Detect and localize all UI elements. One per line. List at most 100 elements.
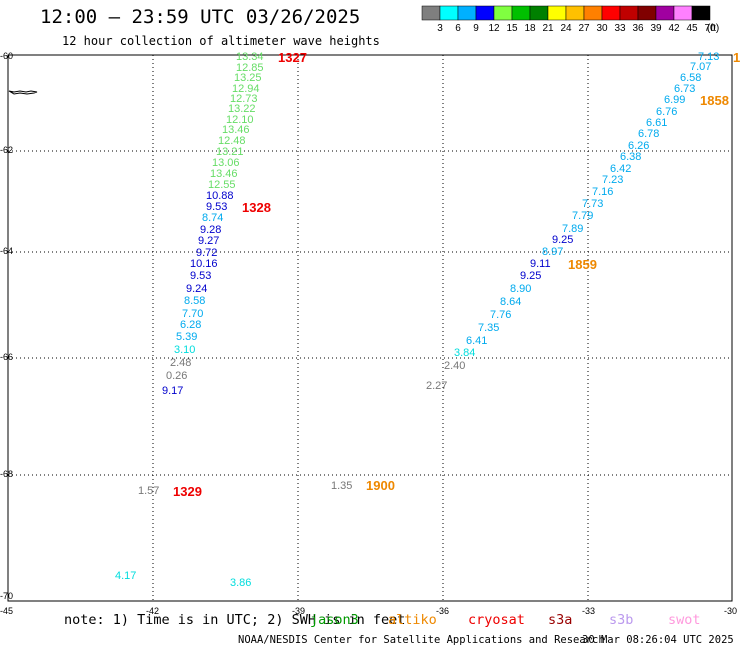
wave-height-label: 7.70 — [182, 308, 203, 320]
y-tick-label: -60 — [0, 51, 13, 61]
color-legend: 3 6 9 12 15 18 21 24 27 30 33 36 39 42 45 70(ft) — [421, 5, 719, 34]
pass-time-label: 1900 — [366, 478, 395, 493]
x-tick-label: -42 — [146, 606, 159, 616]
wave-height-label: 7.13 — [698, 51, 719, 63]
wave-height-label: 2.40 — [444, 360, 465, 372]
satellite-legend-s3a: s3a — [548, 612, 573, 628]
wave-height-label: 9.53 — [206, 201, 227, 213]
pass-time-label: 1 — [733, 50, 740, 65]
wave-height-label: 5.39 — [176, 331, 197, 343]
wave-height-label: 10.16 — [190, 258, 218, 270]
wave-height-label: 7.07 — [690, 61, 711, 73]
wave-height-label: 0.26 — [166, 370, 187, 382]
colorbar-swatch — [691, 5, 711, 21]
satellite-legend-cryosat: cryosat — [468, 612, 525, 628]
wave-height-label: 13.34 — [236, 51, 264, 63]
wave-height-label: 6.76 — [656, 106, 677, 118]
colorbar-label: 24 — [560, 23, 572, 34]
wave-height-label: 6.42 — [610, 163, 631, 175]
wave-height-label: 9.27 — [198, 235, 219, 247]
wave-height-label: 3.84 — [454, 347, 475, 359]
wave-height-label: 8.97 — [542, 246, 563, 258]
colorbar-label: 42 — [668, 23, 680, 34]
y-tick-label: -62 — [0, 145, 13, 155]
wave-height-label: 6.99 — [664, 94, 685, 106]
colorbar-label: 70 — [704, 23, 716, 34]
wave-height-label: 12.85 — [236, 62, 264, 74]
colorbar-label: 45 — [686, 23, 698, 34]
wave-height-label: 1.35 — [331, 480, 352, 492]
wave-height-label: 12.48 — [218, 135, 246, 147]
wave-height-label: 4.17 — [115, 570, 136, 582]
colorbar-label: 15 — [506, 23, 518, 34]
wave-height-label: 13.46 — [210, 168, 238, 180]
pass-time-label: 1859 — [568, 257, 597, 272]
x-tick-label: -30 — [724, 606, 737, 616]
colorbar-label: 27 — [578, 23, 590, 34]
wave-height-label: 3.86 — [230, 577, 251, 589]
wave-height-label: 7.23 — [602, 174, 623, 186]
wave-height-label: 9.25 — [520, 270, 541, 282]
colorbar-label: 9 — [473, 23, 479, 34]
wave-height-label: 8.74 — [202, 212, 223, 224]
wave-height-label: 1.57 — [138, 485, 159, 497]
footer-credit: NOAA/NESDIS Center for Satellite Applica… — [238, 634, 605, 646]
x-tick-label: -39 — [292, 606, 305, 616]
wave-height-label: 9.17 — [162, 385, 183, 397]
wave-height-label: 6.61 — [646, 117, 667, 129]
wave-height-label: 12.55 — [208, 179, 236, 191]
wave-height-label: 6.73 — [674, 83, 695, 95]
wave-height-label: 9.28 — [200, 224, 221, 236]
wave-height-label: 6.58 — [680, 72, 701, 84]
pass-time-label: 1858 — [700, 93, 729, 108]
wave-height-label: 12.10 — [226, 114, 254, 126]
wave-height-label: 13.22 — [228, 103, 256, 115]
y-tick-label: -70 — [0, 591, 13, 601]
wave-height-label: 8.64 — [500, 296, 521, 308]
x-tick-label: -33 — [582, 606, 595, 616]
wave-height-label: 12.73 — [230, 93, 258, 105]
wave-height-label: 13.21 — [216, 146, 244, 158]
wave-height-label: 8.58 — [184, 295, 205, 307]
axis-tick-labels: -45 -42 -39 -36 -33 -30 -60 -62 -64 -66 -68 -70 — [0, 51, 737, 616]
colorbar-label: 39 — [650, 23, 662, 34]
wave-height-label: 7.76 — [490, 309, 511, 321]
wave-height-label: 6.41 — [466, 335, 487, 347]
wave-height-label: 9.24 — [186, 283, 207, 295]
wave-height-label: 6.38 — [620, 151, 641, 163]
wave-height-label: 10.88 — [206, 190, 234, 202]
x-tick-label: -36 — [436, 606, 449, 616]
map-frame — [7, 54, 733, 602]
wave-height-label: 13.06 — [212, 157, 240, 169]
pass-time-labels: 1327 1328 1329 1858 1859 1900 1 — [173, 50, 740, 499]
wave-height-label: 7.89 — [562, 223, 583, 235]
satellite-legend-swot: swot — [668, 612, 701, 628]
y-tick-label: -68 — [0, 469, 13, 479]
y-tick-label: -66 — [0, 352, 13, 362]
wave-height-label: 12.94 — [232, 83, 260, 95]
wave-height-label: 6.28 — [180, 319, 201, 331]
wave-height-label: 13.25 — [234, 72, 262, 84]
wave-height-label: 9.53 — [190, 270, 211, 282]
colorbar-label: 3 — [437, 23, 443, 34]
wave-height-label: 7.35 — [478, 322, 499, 334]
x-tick-label: -45 — [0, 606, 13, 616]
colorbar-label: 36 — [632, 23, 644, 34]
colorbar-unit-label: (ft) — [707, 23, 719, 34]
graticule — [8, 55, 732, 601]
wave-height-label: 6.78 — [638, 128, 659, 140]
wave-height-label: 2.27 — [426, 380, 447, 392]
satellite-legend-s3b: s3b — [609, 612, 634, 628]
y-tick-label: -64 — [0, 246, 13, 256]
coastline — [8, 90, 38, 95]
page-title: 12:00 – 23:59 UTC 03/26/2025 — [40, 6, 361, 28]
wave-height-label: 3.10 — [174, 344, 195, 356]
satellite-legend-jason3: jason3 — [310, 612, 359, 628]
pass-time-label: 1328 — [242, 200, 271, 215]
wave-height-label: 2.48 — [170, 357, 191, 369]
wave-height-label: 7.16 — [592, 186, 613, 198]
wave-height-label: 6.26 — [628, 140, 649, 152]
